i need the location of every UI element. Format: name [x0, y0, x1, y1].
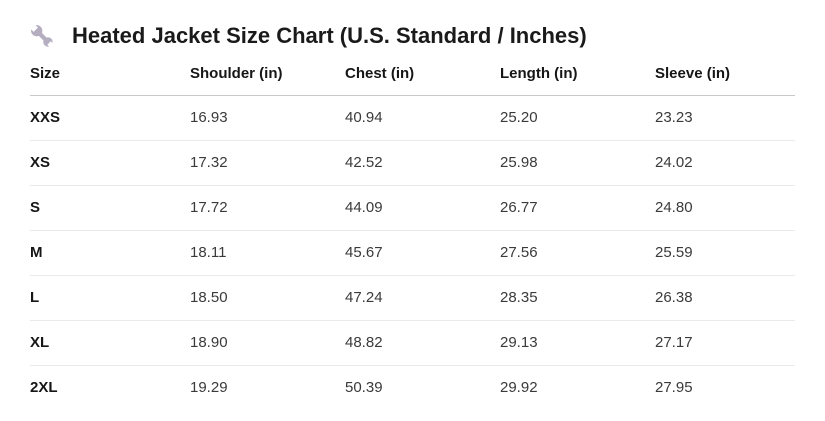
measurement-cell: 42.52 [345, 140, 500, 186]
measurement-cell: 27.56 [500, 230, 655, 276]
measurement-cell: 45.67 [345, 230, 500, 276]
chart-header: Heated Jacket Size Chart (U.S. Standard … [0, 0, 825, 53]
measurement-cell: 24.02 [655, 140, 795, 186]
column-header-chest: Chest (in) [345, 56, 500, 96]
measurement-cell: 47.24 [345, 275, 500, 321]
size-cell: XL [30, 320, 190, 366]
measurement-cell: 27.95 [655, 379, 693, 396]
column-header-sleeve: Sleeve (in) [655, 56, 795, 96]
measurement-cell: 24.80 [655, 185, 795, 231]
measurement-cell: 16.93 [190, 95, 345, 141]
table-row: XXS 16.93 40.94 25.20 23.23 [30, 95, 795, 141]
measurement-cell: 26.77 [500, 185, 655, 231]
measurement-cell: 19.29 [190, 379, 228, 396]
measurement-cell: 29.13 [500, 320, 655, 366]
measurement-cell: 25.59 [655, 230, 795, 276]
wrench-icon [27, 21, 57, 51]
table-row: S 17.72 44.09 26.77 24.80 [30, 185, 795, 231]
measurement-cell: 25.98 [500, 140, 655, 186]
column-header-shoulder: Shoulder (in) [190, 56, 345, 96]
measurement-cell: 26.38 [655, 275, 795, 321]
measurement-cell: 18.90 [190, 320, 345, 366]
header-row: Size Shoulder (in) Chest (in) Length (in… [30, 56, 795, 96]
measurement-cell: 25.20 [500, 95, 655, 141]
table-row: 2XL 19.29 50.39 29.92 27.95 [30, 366, 795, 411]
measurement-cell: 18.11 [190, 230, 345, 276]
size-cell: XXS [30, 95, 190, 141]
size-cell: XS [30, 140, 190, 186]
table-row: XL 18.90 48.82 29.13 27.17 [30, 320, 795, 366]
measurement-cell: 40.94 [345, 95, 500, 141]
column-header-length: Length (in) [500, 56, 655, 96]
size-table-body: XXS 16.93 40.94 25.20 23.23 XS 17.32 42.52 25.98… [30, 95, 795, 411]
size-table-head: Size Shoulder (in) Chest (in) Length (in… [30, 56, 795, 96]
table-row: M 18.11 45.67 27.56 25.59 [30, 230, 795, 276]
size-chart-page: Heated Jacket Size Chart (U.S. Standard … [0, 0, 825, 410]
measurement-cell: 28.35 [500, 275, 655, 321]
size-cell: L [30, 275, 190, 321]
table-row: XS 17.32 42.52 25.98 24.02 [30, 140, 795, 186]
size-cell: S [30, 185, 190, 231]
measurement-cell: 23.23 [655, 95, 795, 141]
measurement-cell: 27.17 [655, 320, 795, 366]
size-cell: 2XL [30, 379, 58, 396]
size-cell: M [30, 230, 190, 276]
measurement-cell: 48.82 [345, 320, 500, 366]
column-header-size: Size [30, 56, 190, 96]
measurement-cell: 17.32 [190, 140, 345, 186]
chart-title: Heated Jacket Size Chart (U.S. Standard … [72, 23, 587, 48]
measurement-cell: 50.39 [345, 379, 383, 396]
size-chart-table: Size Shoulder (in) Chest (in) Length (in… [30, 56, 795, 410]
table-row: L 18.50 47.24 28.35 26.38 [30, 275, 795, 321]
measurement-cell: 18.50 [190, 275, 345, 321]
measurement-cell: 29.92 [500, 379, 538, 396]
measurement-cell: 17.72 [190, 185, 345, 231]
measurement-cell: 44.09 [345, 185, 500, 231]
